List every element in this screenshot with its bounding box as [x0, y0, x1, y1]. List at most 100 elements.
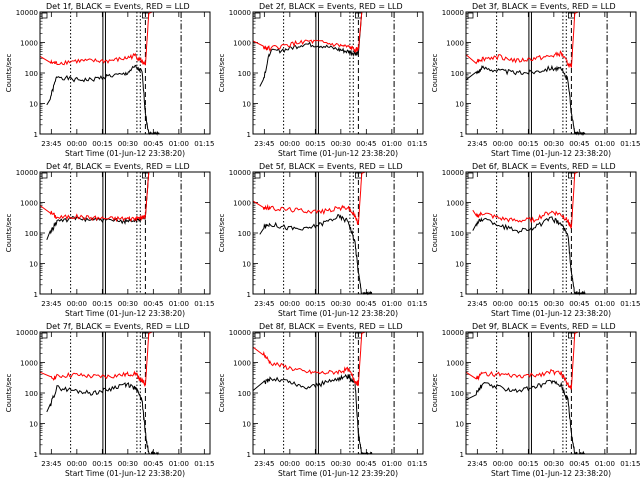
x-tick-label: 01:15	[407, 300, 427, 308]
lld-series-line	[472, 171, 636, 229]
x-tick-label: 23:45	[467, 140, 487, 148]
x-tick-label: 00:15	[518, 140, 538, 148]
x-tick-label: 00:00	[493, 460, 513, 468]
events-series-line	[465, 379, 586, 455]
y-tick-label: 10	[29, 101, 38, 109]
plot-frame	[465, 171, 637, 295]
x-tick-label: 23:45	[254, 460, 274, 468]
x-tick-label: 00:45	[143, 460, 163, 468]
y-tick-label: 1	[247, 131, 251, 139]
y-tick-label: 10000	[229, 9, 251, 17]
x-tick-label: 00:45	[143, 140, 163, 148]
y-axis-label: Counts/sec	[5, 54, 13, 93]
x-tick-label: 01:00	[382, 460, 402, 468]
x-tick-label: 00:45	[356, 140, 376, 148]
marker-box	[41, 332, 48, 339]
lld-series-line	[39, 171, 210, 223]
x-axis-label: Start Time (01-Jun-12 23:38:20)	[491, 469, 611, 478]
x-tick-label: 00:00	[280, 140, 300, 148]
x-tick-label: 01:00	[382, 300, 402, 308]
x-tick-label: 01:00	[595, 460, 615, 468]
x-tick-label: 00:30	[331, 300, 351, 308]
x-tick-label: 00:15	[518, 300, 538, 308]
y-axis-label: Counts/sec	[431, 214, 439, 253]
chart-title: Det 7f, BLACK = Events, RED = LLD	[46, 322, 190, 331]
y-tick-label: 1000	[20, 360, 38, 368]
x-tick-label: 00:30	[331, 140, 351, 148]
x-tick-label: 00:15	[305, 460, 325, 468]
y-tick-label: 10000	[442, 169, 464, 177]
chart-title: Det 3f, BLACK = Events, RED = LLD	[472, 2, 616, 11]
y-tick-label: 100	[451, 390, 464, 398]
y-tick-label: 1000	[446, 360, 464, 368]
y-tick-label: 100	[238, 230, 251, 238]
marker-box	[254, 12, 261, 19]
x-tick-label: 00:45	[356, 460, 376, 468]
chart-panel-7: Det 7f, BLACK = Events, RED = LLD Counts/…	[5, 322, 214, 478]
y-axis-label: Counts/sec	[218, 374, 226, 413]
events-series-line	[46, 382, 159, 456]
y-axis-label: Counts/sec	[5, 374, 13, 413]
y-tick-label: 100	[451, 70, 464, 78]
plot-frame	[39, 11, 211, 135]
x-tick-label: 00:15	[92, 460, 112, 468]
y-tick-label: 1	[34, 131, 38, 139]
chart-panel-4: Det 4f, BLACK = Events, RED = LLD Counts/…	[5, 162, 214, 318]
x-tick-label: 23:45	[254, 140, 274, 148]
plot-frame	[252, 11, 424, 135]
x-tick-label: 00:45	[569, 140, 589, 148]
x-tick-label: 00:00	[67, 460, 87, 468]
marker-box	[254, 332, 261, 339]
x-tick-label: 00:00	[67, 140, 87, 148]
x-tick-label: 00:45	[569, 300, 589, 308]
lld-series-line	[252, 171, 423, 225]
x-tick-label: 01:00	[382, 140, 402, 148]
x-axis-label: Start Time (01-Jun-12 23:39:20)	[278, 469, 398, 478]
plot-frame	[252, 171, 424, 295]
plot-frame	[465, 11, 637, 135]
y-tick-label: 10	[455, 101, 464, 109]
y-tick-label: 1000	[20, 40, 38, 48]
events-series-line	[252, 373, 373, 455]
x-tick-label: 01:00	[169, 460, 189, 468]
y-tick-label: 100	[451, 230, 464, 238]
y-tick-label: 1000	[20, 200, 38, 208]
chart-panel-3: Det 3f, BLACK = Events, RED = LLD Counts/…	[431, 2, 640, 158]
y-tick-label: 100	[25, 230, 38, 238]
x-tick-label: 00:00	[493, 140, 513, 148]
chart-panel-6: Det 6f, BLACK = Events, RED = LLD Counts/…	[431, 162, 640, 318]
x-tick-label: 00:30	[118, 300, 138, 308]
y-tick-label: 1	[460, 451, 464, 459]
marker-box	[254, 172, 261, 179]
x-axis-label: Start Time (01-Jun-12 23:38:20)	[278, 309, 398, 318]
y-tick-label: 1	[460, 131, 464, 139]
y-axis-label: Counts/sec	[5, 214, 13, 253]
y-tick-label: 100	[25, 70, 38, 78]
marker-box	[467, 172, 474, 179]
x-tick-label: 01:15	[620, 460, 640, 468]
x-tick-label: 23:45	[41, 300, 61, 308]
marker-box	[467, 332, 474, 339]
chart-title: Det 5f, BLACK = Events, RED = LLD	[259, 162, 403, 171]
y-tick-label: 1000	[446, 200, 464, 208]
x-tick-label: 00:45	[569, 460, 589, 468]
plot-frame	[252, 331, 424, 455]
chart-title: Det 4f, BLACK = Events, RED = LLD	[46, 162, 190, 171]
x-axis-label: Start Time (01-Jun-12 23:38:20)	[278, 149, 398, 158]
x-tick-label: 01:00	[169, 140, 189, 148]
x-tick-label: 00:30	[118, 460, 138, 468]
chart-title: Det 2f, BLACK = Events, RED = LLD	[259, 2, 403, 11]
y-tick-label: 10	[455, 261, 464, 269]
y-tick-label: 10000	[442, 329, 464, 337]
y-tick-label: 10000	[229, 329, 251, 337]
y-tick-label: 10	[29, 421, 38, 429]
chart-title: Det 6f, BLACK = Events, RED = LLD	[472, 162, 616, 171]
x-tick-label: 01:15	[620, 140, 640, 148]
x-axis-label: Start Time (01-Jun-12 23:38:20)	[65, 149, 185, 158]
plot-frame	[39, 171, 211, 295]
y-tick-label: 1000	[233, 360, 251, 368]
x-tick-label: 23:45	[254, 300, 274, 308]
x-tick-label: 00:15	[518, 460, 538, 468]
y-tick-label: 10000	[16, 169, 38, 177]
